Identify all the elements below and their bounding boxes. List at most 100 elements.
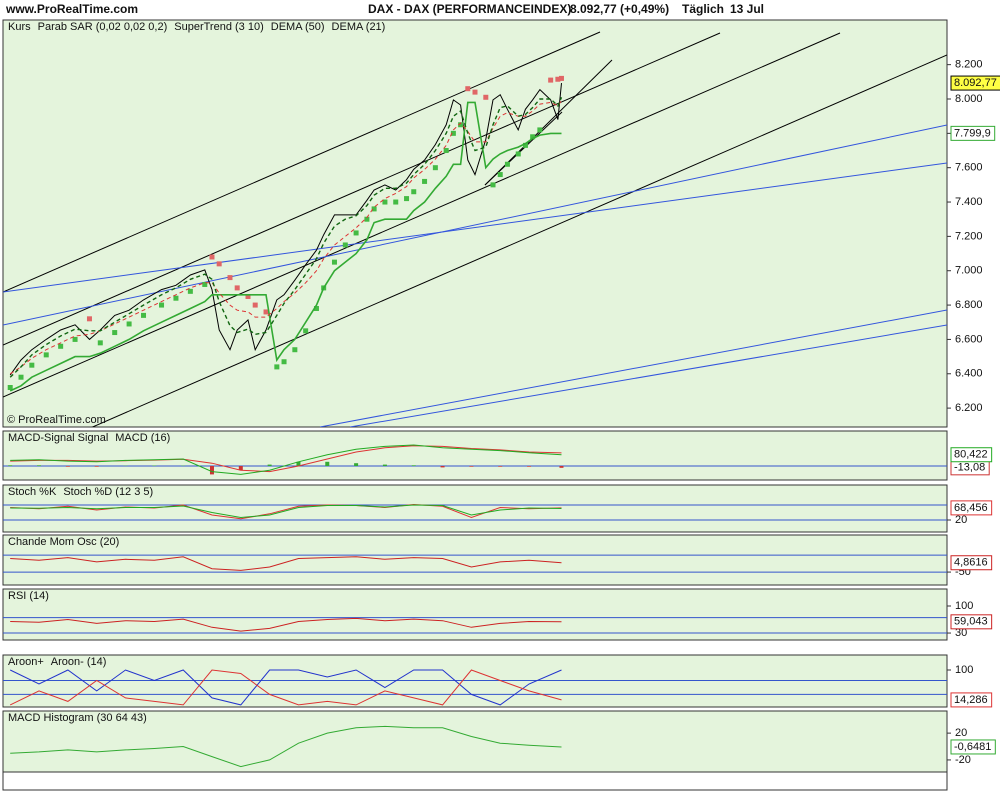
sar-dot	[331, 259, 337, 265]
y-tick-label: 20	[955, 514, 967, 526]
value-box	[950, 500, 993, 516]
y-tick-label: 30	[955, 627, 967, 639]
plot-area	[3, 669, 947, 706]
histogram-bar	[325, 461, 330, 466]
sar-dot	[209, 254, 215, 260]
plot-area	[7, 75, 564, 392]
sar-dot	[371, 206, 377, 212]
histogram-bar	[382, 464, 387, 466]
series-line	[10, 503, 562, 520]
y-tick-label: 7.000	[955, 265, 983, 277]
legend-entry: MACD-Signal Signal	[8, 432, 108, 444]
panel	[2, 710, 948, 773]
sar-dot	[364, 216, 370, 222]
legend-entry: Stoch %D (12 3 5)	[63, 486, 153, 498]
y-tick-label: 6.800	[955, 299, 983, 311]
sar-dot	[18, 374, 24, 380]
y-tick-label: 7.400	[955, 196, 983, 208]
value-label: -13,08	[954, 462, 985, 474]
value-box	[950, 125, 996, 141]
trend-line	[3, 31, 601, 293]
histogram-bar	[354, 463, 359, 466]
series-line	[10, 556, 562, 571]
legend-entry: Kurs	[8, 21, 31, 33]
y-tick-label: -20	[955, 754, 971, 766]
series-line	[9, 101, 562, 392]
legend-entry: RSI (14)	[8, 590, 49, 602]
series-line	[9, 100, 562, 375]
plot-area	[3, 444, 947, 475]
sar-dot	[522, 142, 528, 148]
histogram-bar	[559, 466, 564, 468]
sar-dot	[342, 242, 348, 248]
plot-area	[3, 554, 947, 573]
sar-dot	[43, 352, 49, 358]
value-label: 80,422	[954, 449, 988, 461]
value-box	[950, 447, 993, 463]
sar-dot	[458, 122, 464, 128]
date: 13 Jul	[730, 2, 764, 16]
panel	[2, 430, 948, 481]
value-box	[950, 614, 993, 630]
sar-dot	[97, 340, 103, 346]
sar-dot	[490, 182, 496, 188]
trend-line	[91, 54, 947, 427]
sar-dot	[202, 281, 208, 287]
value-box	[950, 75, 1000, 91]
sar-dot	[404, 196, 410, 202]
histogram-bar	[94, 466, 99, 467]
x-axis-strip	[2, 771, 948, 791]
histogram-bar	[65, 466, 70, 467]
histogram-bar	[267, 464, 272, 466]
sar-dot	[58, 343, 64, 349]
histogram-bar	[8, 465, 13, 466]
plot-area	[3, 617, 947, 634]
trend-line	[3, 162, 947, 293]
value-label: 7.799,9	[954, 127, 991, 139]
sar-dot	[252, 302, 258, 308]
trend-line	[3, 32, 721, 346]
sar-dot	[281, 359, 287, 365]
sar-dot	[292, 347, 298, 353]
series-line	[9, 97, 563, 378]
value-box	[950, 739, 996, 755]
sar-dot	[263, 309, 269, 315]
watermark: © ProRealTime.com	[7, 414, 106, 426]
histogram-bar	[37, 465, 42, 466]
sar-dot	[72, 336, 78, 342]
sar-dot	[112, 330, 118, 336]
panel	[2, 19, 948, 428]
legend-entry: SuperTrend (3 10)	[174, 21, 263, 33]
sar-dot	[465, 86, 471, 92]
histogram-bar	[469, 466, 474, 467]
histogram-bar	[527, 466, 532, 467]
period: Täglich	[682, 2, 724, 16]
sar-dot	[450, 130, 456, 136]
legend-entry: Stoch %K	[8, 486, 57, 498]
y-tick-label: 6.400	[955, 368, 983, 380]
series-line	[9, 669, 562, 706]
trend-lines	[3, 31, 947, 427]
sar-dot	[274, 364, 280, 370]
series-line	[10, 725, 562, 768]
legend-entry: Aroon- (14)	[51, 656, 107, 668]
sar-dot	[555, 76, 561, 82]
y-tick-label: 6.200	[955, 402, 983, 414]
series-line	[9, 83, 562, 376]
series-line	[9, 669, 562, 706]
y-tick-label: 8.000	[955, 93, 983, 105]
sar-dot	[126, 321, 132, 327]
y-tick-label: 100	[955, 600, 973, 612]
series-line	[10, 617, 562, 632]
histogram-bar	[209, 466, 214, 475]
y-tick-label: 100	[955, 664, 973, 676]
sar-dot	[353, 230, 359, 236]
sar-dot	[7, 385, 13, 391]
panel	[2, 588, 948, 641]
series-line	[10, 444, 562, 475]
sar-dot	[515, 151, 521, 157]
sar-dot	[141, 312, 147, 318]
value-label: -0,6481	[954, 741, 991, 753]
trend-line	[3, 124, 947, 326]
